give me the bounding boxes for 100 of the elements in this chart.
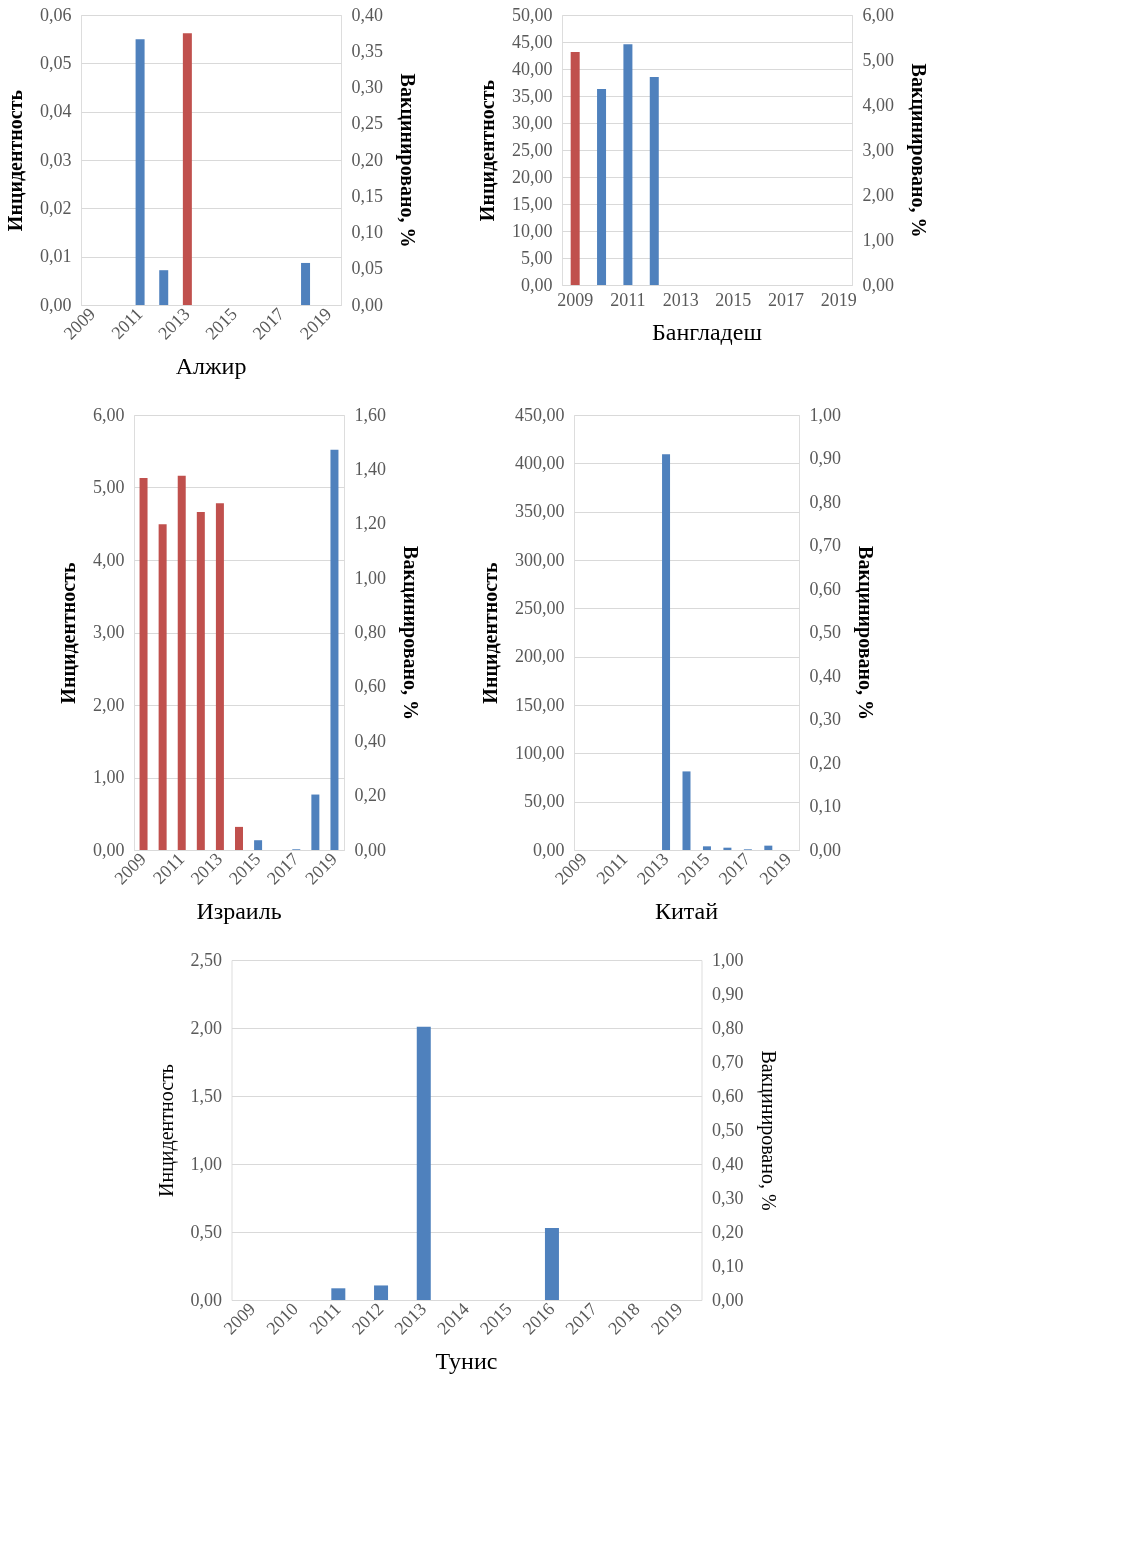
y-tick-label: 1,00 [93,767,125,787]
y2-tick-label: 1,60 [354,404,386,425]
y2-tick-label: 1,00 [809,404,841,425]
y-tick-label: 4,00 [93,549,125,570]
bar [662,454,671,850]
y-tick-label: 2,50 [190,949,222,970]
bar [301,262,311,305]
y2-tick-label: 5,00 [862,49,894,70]
bar [374,1285,389,1300]
y2-tick-label: 1,00 [712,949,744,970]
x-tick-label: 2013 [662,289,699,310]
bar [416,1026,431,1300]
y-tick-label: 0,00 [521,274,553,295]
bar [159,270,169,305]
y-tick-label: 2,00 [190,1017,222,1038]
x-tick-label: 2015 [715,289,752,310]
y-axis-title: Инцидентность [476,79,498,222]
y-axis-title: Инцидентность [4,89,26,232]
y2-tick-label: 0,20 [351,149,383,170]
y2-tick-label: 0,00 [351,294,383,315]
y2-tick-label: 6,00 [862,4,894,25]
y-tick-label: 300,00 [515,549,565,570]
y-axis-title: Инцидентность [57,561,79,704]
y2-tick-label: 0,30 [351,77,383,97]
y-tick-label: 5,00 [521,247,553,268]
y-tick-label: 250,00 [515,597,565,618]
y-axis-title: Инцидентность [154,1064,178,1197]
y-tick-label: 2,00 [93,694,125,715]
y-tick-label: 1,00 [190,1153,222,1174]
y-tick-label: 5,00 [93,477,125,497]
y2-tick-label: 0,60 [712,1085,744,1106]
bar [764,845,773,850]
y2-tick-label: 4,00 [862,94,894,115]
y2-axis-title: Вакцинировано, % [907,63,930,238]
y2-tick-label: 3,00 [862,139,894,160]
y2-tick-label: 0,80 [809,491,841,512]
y2-tick-label: 1,00 [354,567,386,588]
y-tick-label: 1,50 [190,1085,222,1106]
y-tick-label: 15,00 [512,193,553,214]
bar [158,524,167,850]
y2-tick-label: 0,15 [351,185,383,206]
y-tick-label: 6,00 [93,404,125,425]
y2-tick-label: 0,30 [809,709,841,729]
bar [215,503,224,850]
y-tick-label: 150,00 [515,694,565,715]
y2-tick-label: 0,40 [712,1153,744,1174]
y2-tick-label: 0,40 [354,730,386,751]
y2-tick-label: 0,00 [354,839,386,860]
y2-tick-label: 0,70 [809,535,841,555]
x-tick-label: 2017 [768,289,805,310]
y2-axis-title: Вакцинировано, % [854,546,877,720]
y-tick-label: 50,00 [512,4,553,25]
text: Алжир [175,352,247,379]
y2-tick-label: 1,20 [354,513,386,534]
y-tick-label: 0,03 [40,149,72,170]
y2-tick-label: 0,05 [351,258,383,279]
bar [623,44,633,285]
y2-tick-label: 0,50 [809,622,841,642]
y-tick-label: 3,00 [93,622,125,642]
y2-tick-label: 0,60 [354,676,386,697]
y2-tick-label: 0,40 [809,665,841,686]
y-tick-label: 0,05 [40,52,72,73]
bar [331,1288,346,1300]
y-tick-label: 25,00 [512,139,553,160]
bar [135,39,145,305]
y2-tick-label: 0,20 [712,1221,744,1242]
y2-axis-title: Вакцинировано, % [756,1050,780,1211]
y2-tick-label: 0,00 [862,274,894,295]
bar [330,449,339,850]
y-tick-label: 0,00 [190,1289,222,1310]
y2-tick-label: 1,40 [354,458,386,479]
y2-tick-label: 0,10 [351,222,383,242]
y-tick-label: 30,00 [512,112,553,133]
bar [682,771,691,850]
y2-tick-label: 1,00 [862,229,894,250]
bar [139,478,148,850]
y-tick-label: 50,00 [524,791,565,812]
bar [196,512,205,850]
y2-tick-label: 0,20 [354,785,386,806]
y-tick-label: 350,00 [515,501,565,522]
text: Бангладеш [652,319,763,345]
y-tick-label: 0,02 [40,197,72,218]
y2-tick-label: 0,25 [351,113,383,134]
x-tick-label: 2011 [610,289,646,310]
y-tick-label: 0,50 [190,1221,222,1242]
y2-tick-label: 0,40 [351,4,383,25]
y-tick-label: 20,00 [512,166,553,187]
y-tick-label: 200,00 [515,646,565,667]
bar [311,794,320,850]
y-tick-label: 0,04 [40,101,72,122]
bar [702,846,711,850]
y-tick-label: 100,00 [515,742,565,763]
text: Израиль [196,897,282,924]
y-axis-title: Инцидентность [479,561,501,704]
text: Тунис [435,1347,498,1374]
text: Китай [654,897,719,924]
y-tick-label: 35,00 [512,85,553,106]
bar [235,826,243,850]
y2-tick-label: 0,30 [712,1187,744,1208]
y2-tick-label: 0,80 [712,1017,744,1038]
